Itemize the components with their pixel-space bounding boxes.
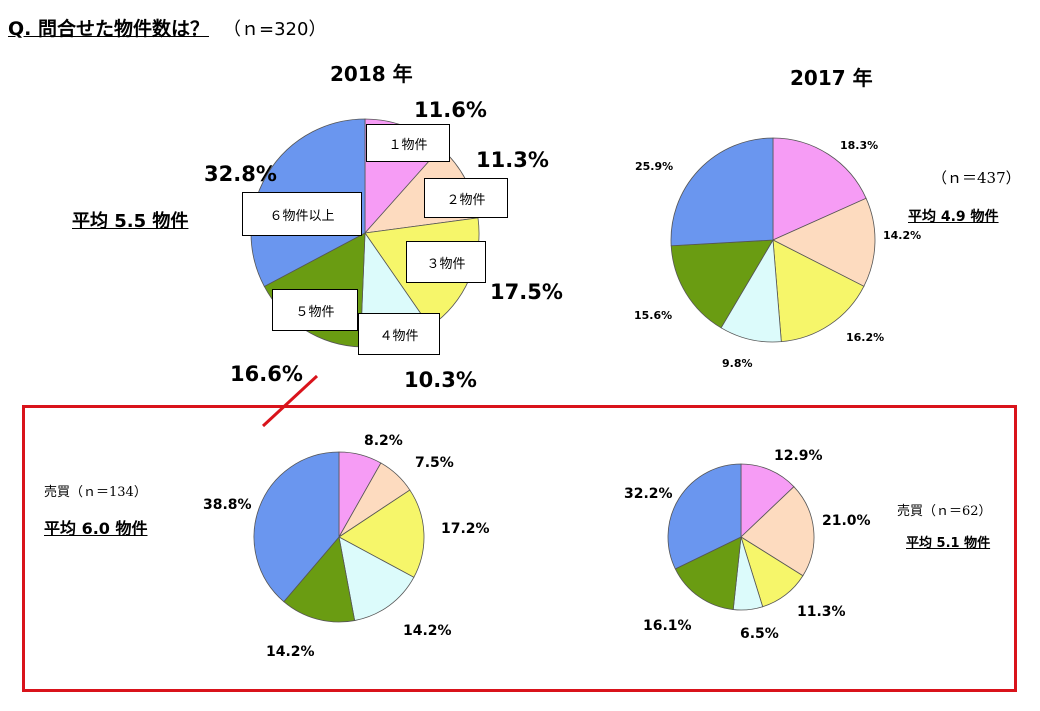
- sale-b-label-3: 11.3%: [797, 604, 846, 620]
- chart-2017-average: 平均 4.9 物件: [908, 209, 999, 225]
- legend-box-1: １物件: [366, 124, 450, 162]
- chart-2017-label-1: 18.3%: [840, 139, 879, 152]
- sale-a-label-3: 17.2%: [441, 521, 490, 537]
- chart-2018-title: 2018 年: [330, 62, 413, 86]
- legend-box-6: ６物件以上: [242, 192, 362, 236]
- question-title: Q. 問合せた物件数は？ （ｎ=320）: [8, 14, 326, 41]
- pie-chart-sale-b: [667, 463, 815, 611]
- pie-chart-2017: [670, 137, 876, 343]
- sale-a-label-1: 8.2%: [364, 433, 403, 449]
- chart-2018-label-5: 16.6%: [230, 362, 303, 386]
- chart-2018-average: 平均 5.5 物件: [72, 211, 189, 232]
- connector-line: [261, 374, 319, 428]
- legend-box-5: ５物件: [272, 289, 358, 331]
- sale-a-label-2: 7.5%: [415, 455, 454, 471]
- chart-2018-label-4: 10.3%: [404, 368, 477, 392]
- chart-2017-label-3: 16.2%: [846, 331, 885, 344]
- sale-b-label-5: 16.1%: [643, 618, 692, 634]
- sales-highlight-frame: [22, 405, 1017, 692]
- sale-b-label-1: 12.9%: [774, 448, 823, 464]
- legend-box-2: ２物件: [424, 178, 508, 218]
- sale-b-average: 平均 5.1 物件: [906, 536, 991, 551]
- legend-box-4: ４物件: [358, 313, 440, 355]
- pie-slice-2017-3: [772, 239, 865, 343]
- sale-b-label-4: 6.5%: [740, 626, 779, 642]
- sale-a-label-4: 14.2%: [403, 623, 452, 639]
- sale-a-label-5: 14.2%: [266, 644, 315, 660]
- chart-2017-title: 2017 年: [790, 66, 873, 90]
- sale-a-n: 売買（ｎ＝134）: [44, 485, 147, 500]
- legend-box-3: ３物件: [406, 241, 486, 283]
- chart-2017-label-6: 25.9%: [635, 160, 674, 173]
- sale-a-label-6: 38.8%: [203, 497, 252, 513]
- chart-2018-label-2: 11.3%: [476, 148, 549, 172]
- chart-2017-n: （ｎ＝437）: [932, 169, 1021, 187]
- sample-size: （ｎ=320）: [223, 19, 327, 40]
- sale-b-label-2: 21.0%: [822, 513, 871, 529]
- chart-2017-label-5: 15.6%: [634, 309, 673, 322]
- sale-a-average: 平均 6.0 物件: [44, 519, 148, 538]
- chart-2017-label-2: 14.2%: [883, 229, 922, 242]
- pie-slice-sale-a-5: [283, 536, 356, 623]
- pie-slice-sale-a-6: [253, 451, 340, 603]
- pie-slice-sale-a-4: [338, 536, 415, 622]
- sale-b-label-6: 32.2%: [624, 486, 673, 502]
- sale-b-n: 売買（ｎ＝62）: [897, 504, 992, 519]
- chart-2018-label-3: 17.5%: [490, 280, 563, 304]
- chart-2017-label-4: 9.8%: [722, 357, 753, 370]
- pie-slice-sale-b-2: [740, 486, 815, 577]
- pie-chart-sale-a: [253, 451, 425, 623]
- pie-slice-2017-5: [670, 239, 774, 329]
- pie-slice-2017-1: [772, 137, 867, 241]
- pie-slice-sale-a-3: [338, 489, 425, 578]
- chart-2018-label-1: 11.6%: [414, 98, 487, 122]
- pie-slice-sale-b-6: [667, 463, 742, 570]
- pie-slice-sale-b-1: [740, 463, 795, 538]
- chart-2018-label-6: 32.8%: [204, 162, 277, 186]
- pie-slice-sale-b-5: [674, 536, 742, 611]
- pie-slice-2017-2: [772, 197, 876, 287]
- question-text: Q. 問合せた物件数は？: [8, 18, 209, 40]
- pie-slice-2017-6: [670, 137, 774, 247]
